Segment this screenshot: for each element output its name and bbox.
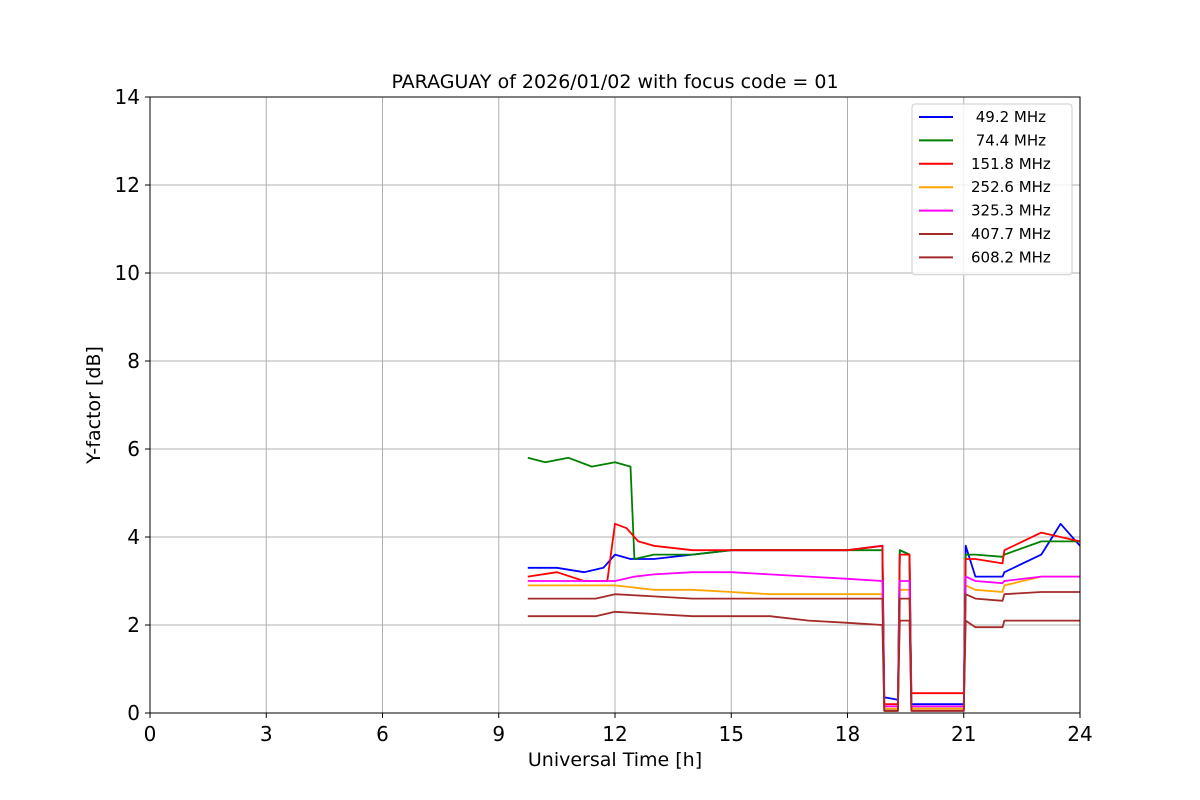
y-tick-label: 14 <box>115 85 140 109</box>
series-line-3 <box>527 575 1080 710</box>
x-tick-label: 3 <box>260 722 273 746</box>
y-tick-label: 4 <box>127 525 140 549</box>
y-tick-label: 0 <box>127 701 140 725</box>
plot-area <box>527 456 1081 712</box>
y-tick-label: 8 <box>127 349 140 373</box>
legend-label: 608.2 MHz <box>971 248 1051 266</box>
x-tick-label: 12 <box>602 722 627 746</box>
series-line-6 <box>527 610 1080 712</box>
x-tick-label: 21 <box>951 722 976 746</box>
y-tick-label: 10 <box>115 261 140 285</box>
legend-box <box>911 103 1073 276</box>
legend-label: 74.4 MHz <box>971 131 1046 149</box>
legend-label: 252.6 MHz <box>971 178 1051 196</box>
x-tick-label: 15 <box>719 722 744 746</box>
x-tick-label: 24 <box>1067 722 1092 746</box>
legend-label: 407.7 MHz <box>971 225 1051 243</box>
legend: 49.2 MHz 74.4 MHz 151.8 MHz 252.6 MHz 325.3… <box>911 103 1073 276</box>
y-tick-label: 2 <box>127 613 140 637</box>
x-tick-label: 18 <box>835 722 860 746</box>
x-tick-label: 6 <box>376 722 389 746</box>
y-tick-label: 6 <box>127 437 140 461</box>
x-tick-label: 9 <box>492 722 505 746</box>
legend-label: 325.3 MHz <box>971 202 1051 220</box>
legend-label: 151.8 MHz <box>971 155 1051 173</box>
x-tick-label: 0 <box>144 722 157 746</box>
legend-label: 49.2 MHz <box>971 108 1046 126</box>
chart-title: PARAGUAY of 2026/01/02 with focus code =… <box>391 71 838 93</box>
y-axis-label: Y-factor [dB] <box>83 346 105 465</box>
x-axis-label: Universal Time [h] <box>528 749 702 771</box>
y-tick-label: 12 <box>115 173 140 197</box>
